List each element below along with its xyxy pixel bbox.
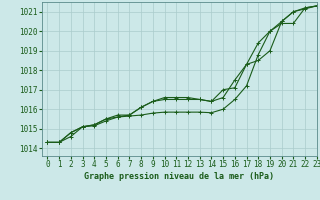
X-axis label: Graphe pression niveau de la mer (hPa): Graphe pression niveau de la mer (hPa) — [84, 172, 274, 181]
